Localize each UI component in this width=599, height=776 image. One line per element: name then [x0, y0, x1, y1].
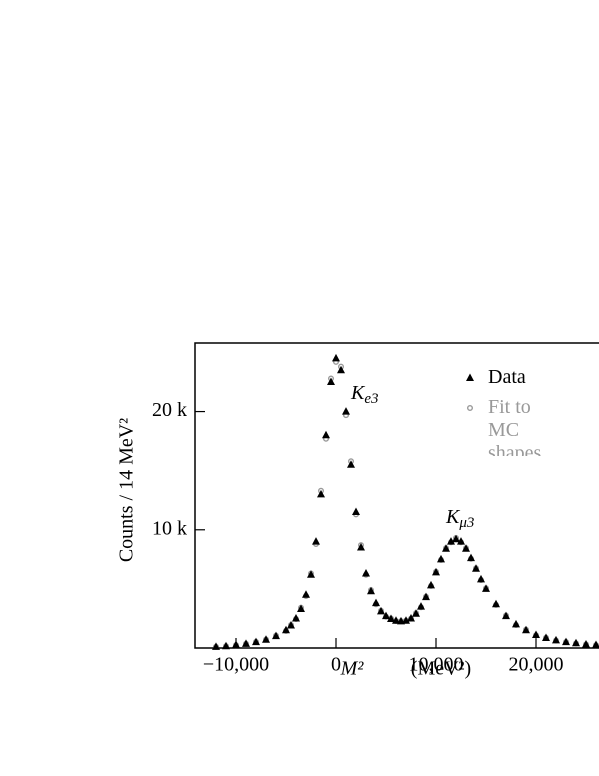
point: [427, 580, 435, 589]
annotation: Kμ3: [445, 506, 474, 532]
annotation-text: K: [350, 381, 366, 403]
point: [377, 606, 385, 615]
point: [297, 604, 305, 612]
y-axis-label: Counts / 14 MeV²: [116, 418, 138, 562]
annotation-text: K: [445, 506, 461, 528]
point: [532, 630, 540, 638]
point: [342, 407, 350, 415]
point: [307, 570, 315, 578]
point: [312, 537, 320, 545]
point: [522, 625, 530, 634]
point: [472, 564, 480, 572]
point: [582, 639, 590, 648]
point: [417, 602, 425, 610]
point: [282, 625, 290, 634]
point: [317, 489, 325, 498]
point: [422, 592, 430, 601]
legend-entry: Fit to MC shapes: [488, 396, 542, 456]
point: [512, 619, 520, 628]
point: [562, 637, 570, 646]
point: [462, 544, 470, 552]
point: [392, 616, 400, 624]
point: [402, 616, 410, 624]
point: [592, 640, 599, 649]
point: [332, 353, 340, 362]
annotation-sub: μ3: [458, 515, 474, 531]
point: [457, 537, 465, 545]
point: [482, 584, 490, 592]
point: [477, 574, 485, 583]
point: [437, 554, 445, 563]
point: [252, 637, 260, 646]
point: [442, 544, 450, 552]
point: [352, 507, 360, 516]
point: [212, 642, 220, 650]
point: [542, 633, 550, 641]
annotation: Ke3: [350, 381, 379, 407]
point: [232, 640, 240, 649]
point: [302, 590, 310, 598]
point: [492, 599, 500, 608]
legend-marker: [466, 373, 474, 381]
point: [322, 430, 330, 439]
x-tick-label: −10,000: [203, 654, 269, 676]
legend-label: Fit to MC shapes: [488, 396, 542, 456]
point: [467, 553, 475, 562]
legend-entry: Data: [488, 366, 526, 388]
legend-label: Data: [488, 366, 526, 388]
point: [242, 639, 250, 647]
point: [412, 609, 420, 617]
x-tick-label: 0: [331, 654, 341, 676]
point: [287, 621, 295, 629]
point: [432, 567, 440, 576]
point: [272, 631, 280, 640]
annotation-sub: e3: [364, 391, 378, 407]
x-axis-unit: (MeV²): [411, 658, 471, 680]
point: [502, 611, 510, 620]
point: [327, 377, 335, 386]
legend-marker: [467, 405, 474, 412]
point: [372, 598, 380, 607]
point: [387, 614, 395, 623]
point: [357, 543, 365, 551]
point: [552, 635, 560, 644]
point: [347, 460, 355, 468]
point: [337, 365, 345, 374]
point: [262, 635, 270, 643]
point: [222, 641, 230, 650]
point: [362, 569, 370, 577]
point: [367, 586, 375, 595]
y-tick-label: 20 k: [152, 399, 187, 421]
x-tick-label: 10,000: [409, 654, 464, 676]
plot-frame: [194, 342, 599, 649]
x-axis-label: M²: [340, 658, 365, 680]
point: [407, 613, 415, 622]
point: [382, 611, 390, 620]
point: [292, 613, 300, 622]
y-tick-label: 10 k: [152, 517, 187, 539]
point: [452, 534, 460, 543]
x-tick-label: 20,000: [509, 654, 564, 676]
point: [447, 537, 455, 545]
point: [572, 638, 580, 647]
